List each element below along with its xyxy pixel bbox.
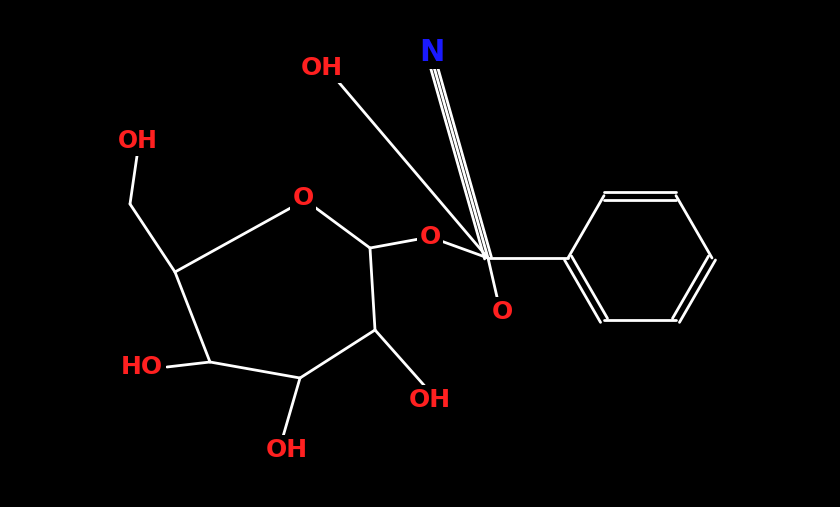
Text: OH: OH [409, 388, 451, 412]
Text: HO: HO [121, 355, 163, 379]
Text: OH: OH [301, 56, 343, 80]
Text: OH: OH [118, 129, 158, 153]
Text: O: O [292, 186, 313, 210]
Text: O: O [491, 300, 512, 324]
Text: N: N [419, 38, 444, 66]
Text: OH: OH [266, 438, 308, 462]
Text: O: O [419, 225, 441, 249]
